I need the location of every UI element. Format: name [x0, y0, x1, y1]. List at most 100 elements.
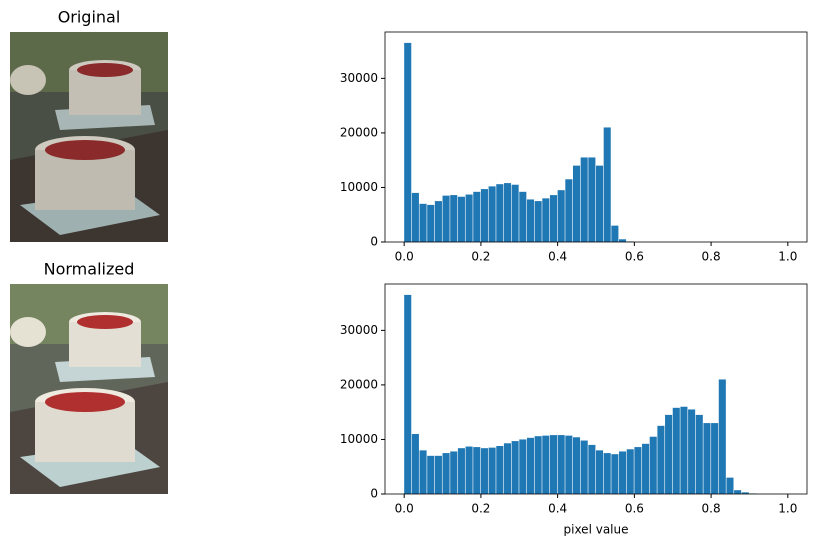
bar — [511, 441, 519, 494]
x-tick-label: 1.0 — [778, 250, 797, 264]
x-tick-label: 0.4 — [548, 502, 567, 516]
bar — [611, 454, 619, 494]
x-tick-label: 0.6 — [625, 250, 644, 264]
y-tick-label: 0 — [370, 235, 378, 249]
bar — [572, 165, 581, 242]
x-tick-label: 0.4 — [548, 250, 567, 264]
bar — [419, 450, 427, 494]
bar — [572, 437, 581, 494]
bar — [580, 440, 588, 494]
x-axis-label: pixel value — [564, 523, 629, 537]
bar — [526, 437, 535, 494]
bar — [542, 435, 550, 494]
x-tick-label: 0.8 — [702, 250, 721, 264]
image-title: Normalized — [44, 260, 135, 279]
bar — [419, 203, 427, 242]
bar — [565, 435, 573, 494]
x-tick-label: 0.2 — [471, 250, 490, 264]
y-tick-label: 30000 — [340, 323, 378, 337]
bar — [427, 455, 435, 494]
bar — [649, 436, 657, 494]
bar — [596, 165, 604, 242]
bar — [703, 423, 711, 494]
y-tick-label: 20000 — [340, 377, 378, 391]
bar — [526, 199, 535, 242]
axes-frame — [384, 31, 808, 243]
bar — [519, 439, 527, 494]
bar — [565, 179, 573, 242]
bar — [503, 183, 511, 242]
bar — [657, 425, 665, 494]
bar — [741, 492, 749, 494]
bar — [557, 190, 565, 242]
bar — [672, 407, 680, 494]
y-tick-label: 20000 — [340, 125, 378, 139]
bar — [480, 189, 488, 242]
bar — [688, 409, 696, 494]
bar — [611, 225, 619, 242]
y-tick-label: 10000 — [340, 180, 378, 194]
bar — [603, 453, 611, 494]
bar — [457, 448, 465, 494]
bar — [603, 127, 611, 242]
bar — [588, 157, 596, 242]
bar — [488, 447, 496, 494]
bar — [519, 191, 527, 242]
bar — [534, 436, 542, 494]
bar — [588, 444, 596, 494]
bar — [450, 451, 458, 494]
bar — [404, 42, 412, 243]
bar — [718, 379, 726, 494]
bar — [549, 435, 558, 494]
bar — [496, 184, 504, 242]
bar — [457, 196, 465, 242]
bar — [580, 157, 588, 242]
image-title: Original — [58, 8, 121, 27]
bar — [465, 194, 473, 242]
bar — [442, 195, 450, 242]
bar — [695, 414, 703, 494]
x-tick-label: 0.0 — [395, 502, 414, 516]
x-tick-label: 0.2 — [471, 502, 490, 516]
bar — [534, 201, 542, 242]
bar — [411, 192, 419, 242]
bar — [549, 195, 558, 242]
image-original — [10, 32, 168, 242]
bar — [557, 435, 565, 494]
bar — [619, 239, 627, 242]
bar — [734, 490, 742, 494]
y-tick-label: 0 — [370, 487, 378, 501]
bar — [680, 406, 688, 494]
bar — [434, 455, 442, 494]
bar — [503, 443, 511, 494]
bar — [465, 446, 473, 494]
x-tick-label: 0.8 — [702, 502, 721, 516]
bar — [473, 447, 481, 494]
bar — [427, 204, 435, 242]
y-tick-label: 30000 — [340, 71, 378, 85]
bar — [404, 294, 412, 494]
bar — [442, 453, 450, 494]
bar — [726, 477, 734, 494]
bar — [711, 423, 719, 494]
bar — [411, 434, 419, 494]
x-tick-label: 0.0 — [395, 250, 414, 264]
x-tick-label: 1.0 — [778, 502, 797, 516]
bar — [473, 191, 481, 242]
bar — [665, 414, 673, 494]
bar — [596, 450, 604, 494]
bar — [434, 201, 442, 242]
bar — [542, 198, 550, 242]
bar — [642, 443, 650, 494]
bar — [511, 184, 519, 242]
axes-frame — [384, 283, 808, 495]
bar — [488, 186, 496, 242]
y-tick-label: 10000 — [340, 432, 378, 446]
bar — [480, 448, 488, 494]
bar — [496, 446, 504, 494]
bar — [619, 451, 627, 494]
bar — [626, 449, 634, 494]
bar — [634, 447, 642, 494]
bar — [450, 195, 458, 242]
